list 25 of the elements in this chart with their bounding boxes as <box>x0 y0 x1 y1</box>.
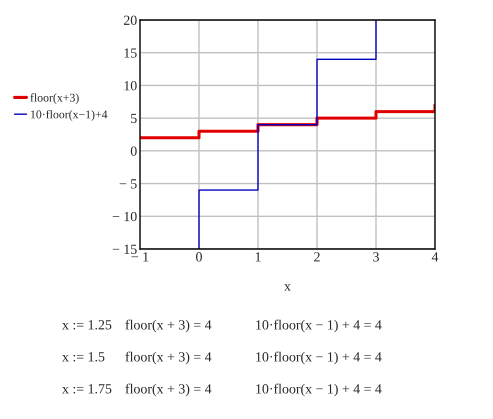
legend-label: floor(x+3) <box>30 93 79 104</box>
y-tick-label: − 15 <box>112 244 137 254</box>
text: x := 1.25 <box>62 320 112 330</box>
x-axis-title: x <box>284 284 291 291</box>
x-tick-label: 2 <box>314 252 320 262</box>
text: x := 1.75 <box>62 384 112 394</box>
y-tick-label: 20 <box>124 16 137 25</box>
text: 10·floor(x − 1) + 4 = 4 <box>256 320 382 332</box>
y-tick-label: 0 <box>130 146 137 156</box>
legend-label: 10·floor(x−1)+4 <box>31 110 108 121</box>
y-tick-label: − 5 <box>120 179 137 189</box>
text: floor(x + 3) = 4 <box>125 320 212 332</box>
x-tick-label: 0 <box>196 252 202 262</box>
text: 10·floor(x − 1) + 4 = 4 <box>256 384 382 396</box>
text: floor(x + 3) = 4 <box>125 384 212 396</box>
y-tick-label: 5 <box>131 114 137 124</box>
y-tick-label: − 10 <box>112 212 137 222</box>
x-tick-label: 3 <box>373 252 379 262</box>
x-tick-label: 4 <box>432 252 438 262</box>
text: floor(x + 3) = 4 <box>125 352 212 364</box>
x-tick-label: 1 <box>256 252 261 262</box>
y-tick-label: 10 <box>124 81 137 90</box>
text: x := 1.5 <box>62 352 104 362</box>
y-tick-label: 15 <box>124 48 137 58</box>
text: 10·floor(x − 1) + 4 = 4 <box>256 352 382 364</box>
